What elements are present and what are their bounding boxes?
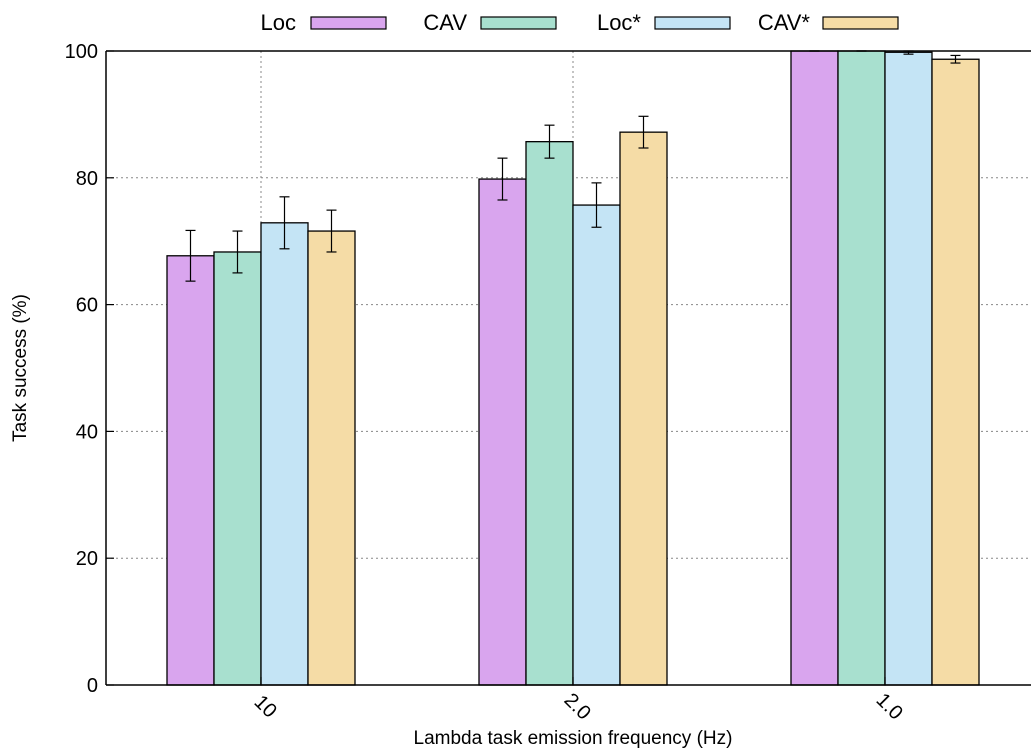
y-tick-label: 20 — [76, 548, 98, 570]
bar — [525, 141, 574, 686]
legend-label: Loc* — [597, 10, 641, 35]
y-tick-label: 100 — [65, 41, 98, 63]
x-tick-label: 1.0 — [872, 689, 907, 724]
bars — [166, 50, 980, 686]
x-tick-label: 10 — [250, 691, 281, 722]
bar — [478, 178, 527, 686]
axes — [105, 50, 1031, 686]
legend-swatch — [310, 16, 387, 30]
bar — [260, 222, 309, 686]
legend-swatch — [480, 16, 557, 30]
y-tick-label: 0 — [87, 675, 98, 697]
bar — [931, 58, 980, 686]
bar — [307, 230, 356, 686]
bar — [619, 131, 668, 686]
legend-label: CAV* — [758, 10, 811, 35]
bar — [837, 50, 886, 686]
bar — [884, 51, 933, 686]
x-axis-label: Lambda task emission frequency (Hz) — [414, 728, 733, 749]
x-tick-label: 2.0 — [560, 689, 595, 724]
legend: Loc CAV Loc* CAV* — [261, 10, 899, 35]
legend-swatch — [822, 16, 899, 30]
y-tick-label: 80 — [76, 168, 98, 190]
bar — [790, 50, 839, 686]
bar — [572, 204, 621, 686]
bar — [213, 251, 262, 686]
legend-swatch — [654, 16, 731, 30]
y-tick-label: 60 — [76, 295, 98, 317]
y-tick-label: 40 — [76, 421, 98, 443]
bar — [166, 255, 215, 686]
legend-label: Loc — [261, 10, 296, 35]
legend-label: CAV — [423, 10, 467, 35]
y-axis-label: Task success (%) — [10, 294, 31, 442]
